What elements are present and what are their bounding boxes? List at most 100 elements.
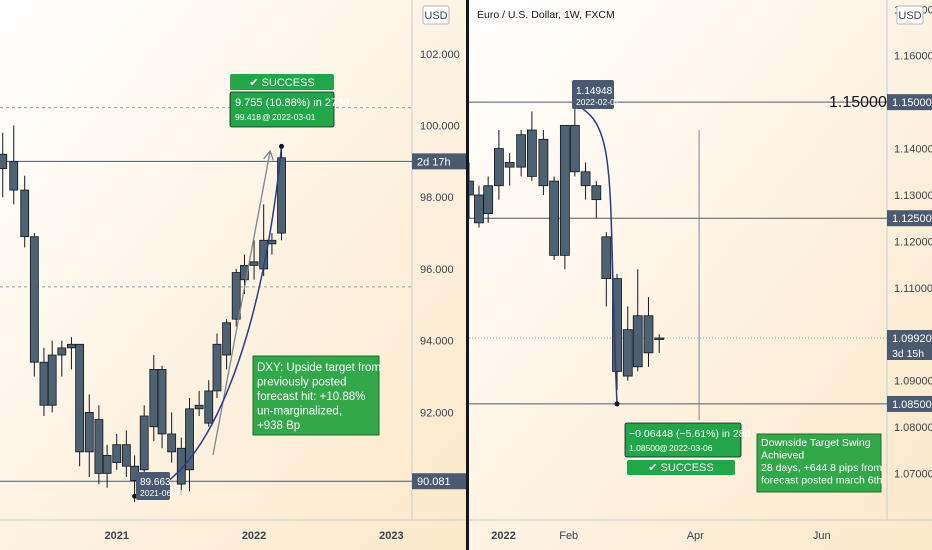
price-tag: 1.09920 — [887, 330, 932, 346]
price-tag-box — [412, 473, 466, 490]
result-price: 99.418 — [235, 112, 261, 122]
price-tag-text: 90.081 — [417, 476, 451, 488]
currency-button[interactable] — [422, 5, 450, 25]
candle-body — [222, 322, 232, 356]
currency-button[interactable] — [896, 5, 924, 25]
candle-body — [67, 343, 76, 349]
candle-body — [494, 148, 504, 187]
candle-body — [47, 354, 57, 406]
success-badge — [627, 460, 735, 475]
x-tick-label: 2022 — [491, 530, 515, 542]
price-tag-box — [412, 153, 466, 170]
candle-body — [483, 185, 494, 214]
success-badge-text: ✔ SUCCESS — [648, 462, 713, 474]
candle-body — [0, 153, 8, 169]
candle — [0, 132, 8, 198]
annotation-line: forecast hit: +10.88% — [257, 391, 365, 403]
result-price: 1.08500 — [629, 443, 660, 453]
candle — [469, 162, 474, 219]
y-tick-label: 1.11000 — [894, 283, 932, 295]
price-tag: 2d 17h — [412, 153, 466, 170]
candle — [84, 394, 94, 477]
candle — [601, 232, 612, 307]
candle-body — [632, 315, 643, 368]
x-tick-label: 2022 — [242, 530, 266, 542]
candle-body — [622, 329, 633, 377]
annotation-box — [252, 355, 380, 436]
candle-body — [167, 433, 177, 453]
candle-body — [249, 261, 259, 266]
result-date: 2022-03-06 — [669, 443, 713, 453]
y-tick-label: 1.07000 — [894, 469, 932, 481]
success-badge — [230, 74, 334, 90]
candle-body — [591, 185, 602, 201]
candle — [277, 146, 286, 241]
annotation-line: 28 days, +644.8 pips from — [761, 462, 882, 474]
candle — [569, 104, 580, 177]
candle — [167, 412, 177, 463]
price-tag-text: 1.08500 — [892, 399, 932, 411]
x-tick-label: Apr — [687, 530, 704, 542]
candle — [20, 175, 30, 248]
candle-body — [84, 412, 94, 453]
candle — [483, 176, 494, 223]
y-tick-label: 102.000 — [420, 49, 460, 61]
y-tick-label: 92.000 — [420, 407, 454, 419]
candle-body — [75, 343, 85, 453]
candle-body — [212, 343, 222, 392]
candle — [75, 343, 85, 467]
y-tick-label: 94.000 — [420, 336, 454, 348]
candle — [94, 405, 104, 485]
candle — [249, 240, 259, 280]
result-text: 9.755 (10.88%) in 273d — [235, 97, 349, 109]
start-label-box — [136, 472, 170, 500]
candle-body — [157, 368, 167, 435]
candle — [194, 390, 204, 416]
x-tick-label: 2021 — [104, 530, 128, 542]
level-big-label: 1.15000 — [829, 94, 887, 111]
candle-body — [149, 368, 159, 428]
candle — [559, 124, 570, 270]
candle — [516, 130, 527, 177]
price-tag-box — [887, 395, 932, 412]
y-tick-label: 1.13000 — [894, 190, 932, 202]
candle-body — [538, 138, 549, 187]
y-tick-label: 1.14000 — [894, 144, 932, 156]
candle-body — [277, 157, 286, 234]
end-point-marker — [614, 401, 620, 407]
candle — [591, 181, 602, 219]
candle-body — [612, 278, 622, 372]
candle-body — [549, 180, 560, 256]
start-label-date: 2021-06-01 — [140, 488, 184, 498]
candle-body — [139, 415, 149, 471]
candle — [121, 430, 131, 477]
candle-body — [39, 361, 49, 406]
candle-body — [559, 124, 570, 256]
candle — [112, 433, 122, 470]
result-text: −0.06448 (−5.61%) in 28d — [629, 428, 751, 440]
price-path-curve — [574, 103, 618, 404]
countdown-text: 3d 15h — [892, 348, 924, 360]
annotation-line: +938 Bp — [257, 420, 300, 432]
candle-body — [601, 236, 612, 279]
candle-body — [240, 264, 249, 281]
y-tick-label: 1.09000 — [894, 376, 932, 388]
candle — [185, 398, 194, 492]
price-tag: 1.15000 — [887, 94, 932, 111]
candle-body — [469, 180, 474, 196]
candle-body — [194, 404, 204, 410]
price-tag: 1.08500 — [887, 395, 932, 412]
candle-body — [204, 390, 214, 424]
price-tag-text: 1.09920 — [892, 333, 932, 345]
currency-label: USD — [424, 10, 447, 22]
pane-divider[interactable] — [466, 0, 469, 550]
candle — [231, 268, 241, 327]
candle-body — [102, 455, 112, 474]
candle — [102, 444, 112, 488]
candle-body — [231, 272, 241, 320]
candle — [632, 269, 643, 372]
candle — [212, 333, 222, 399]
candle-body — [29, 236, 39, 363]
price-tag-box — [887, 210, 932, 227]
countdown-box — [887, 346, 932, 360]
